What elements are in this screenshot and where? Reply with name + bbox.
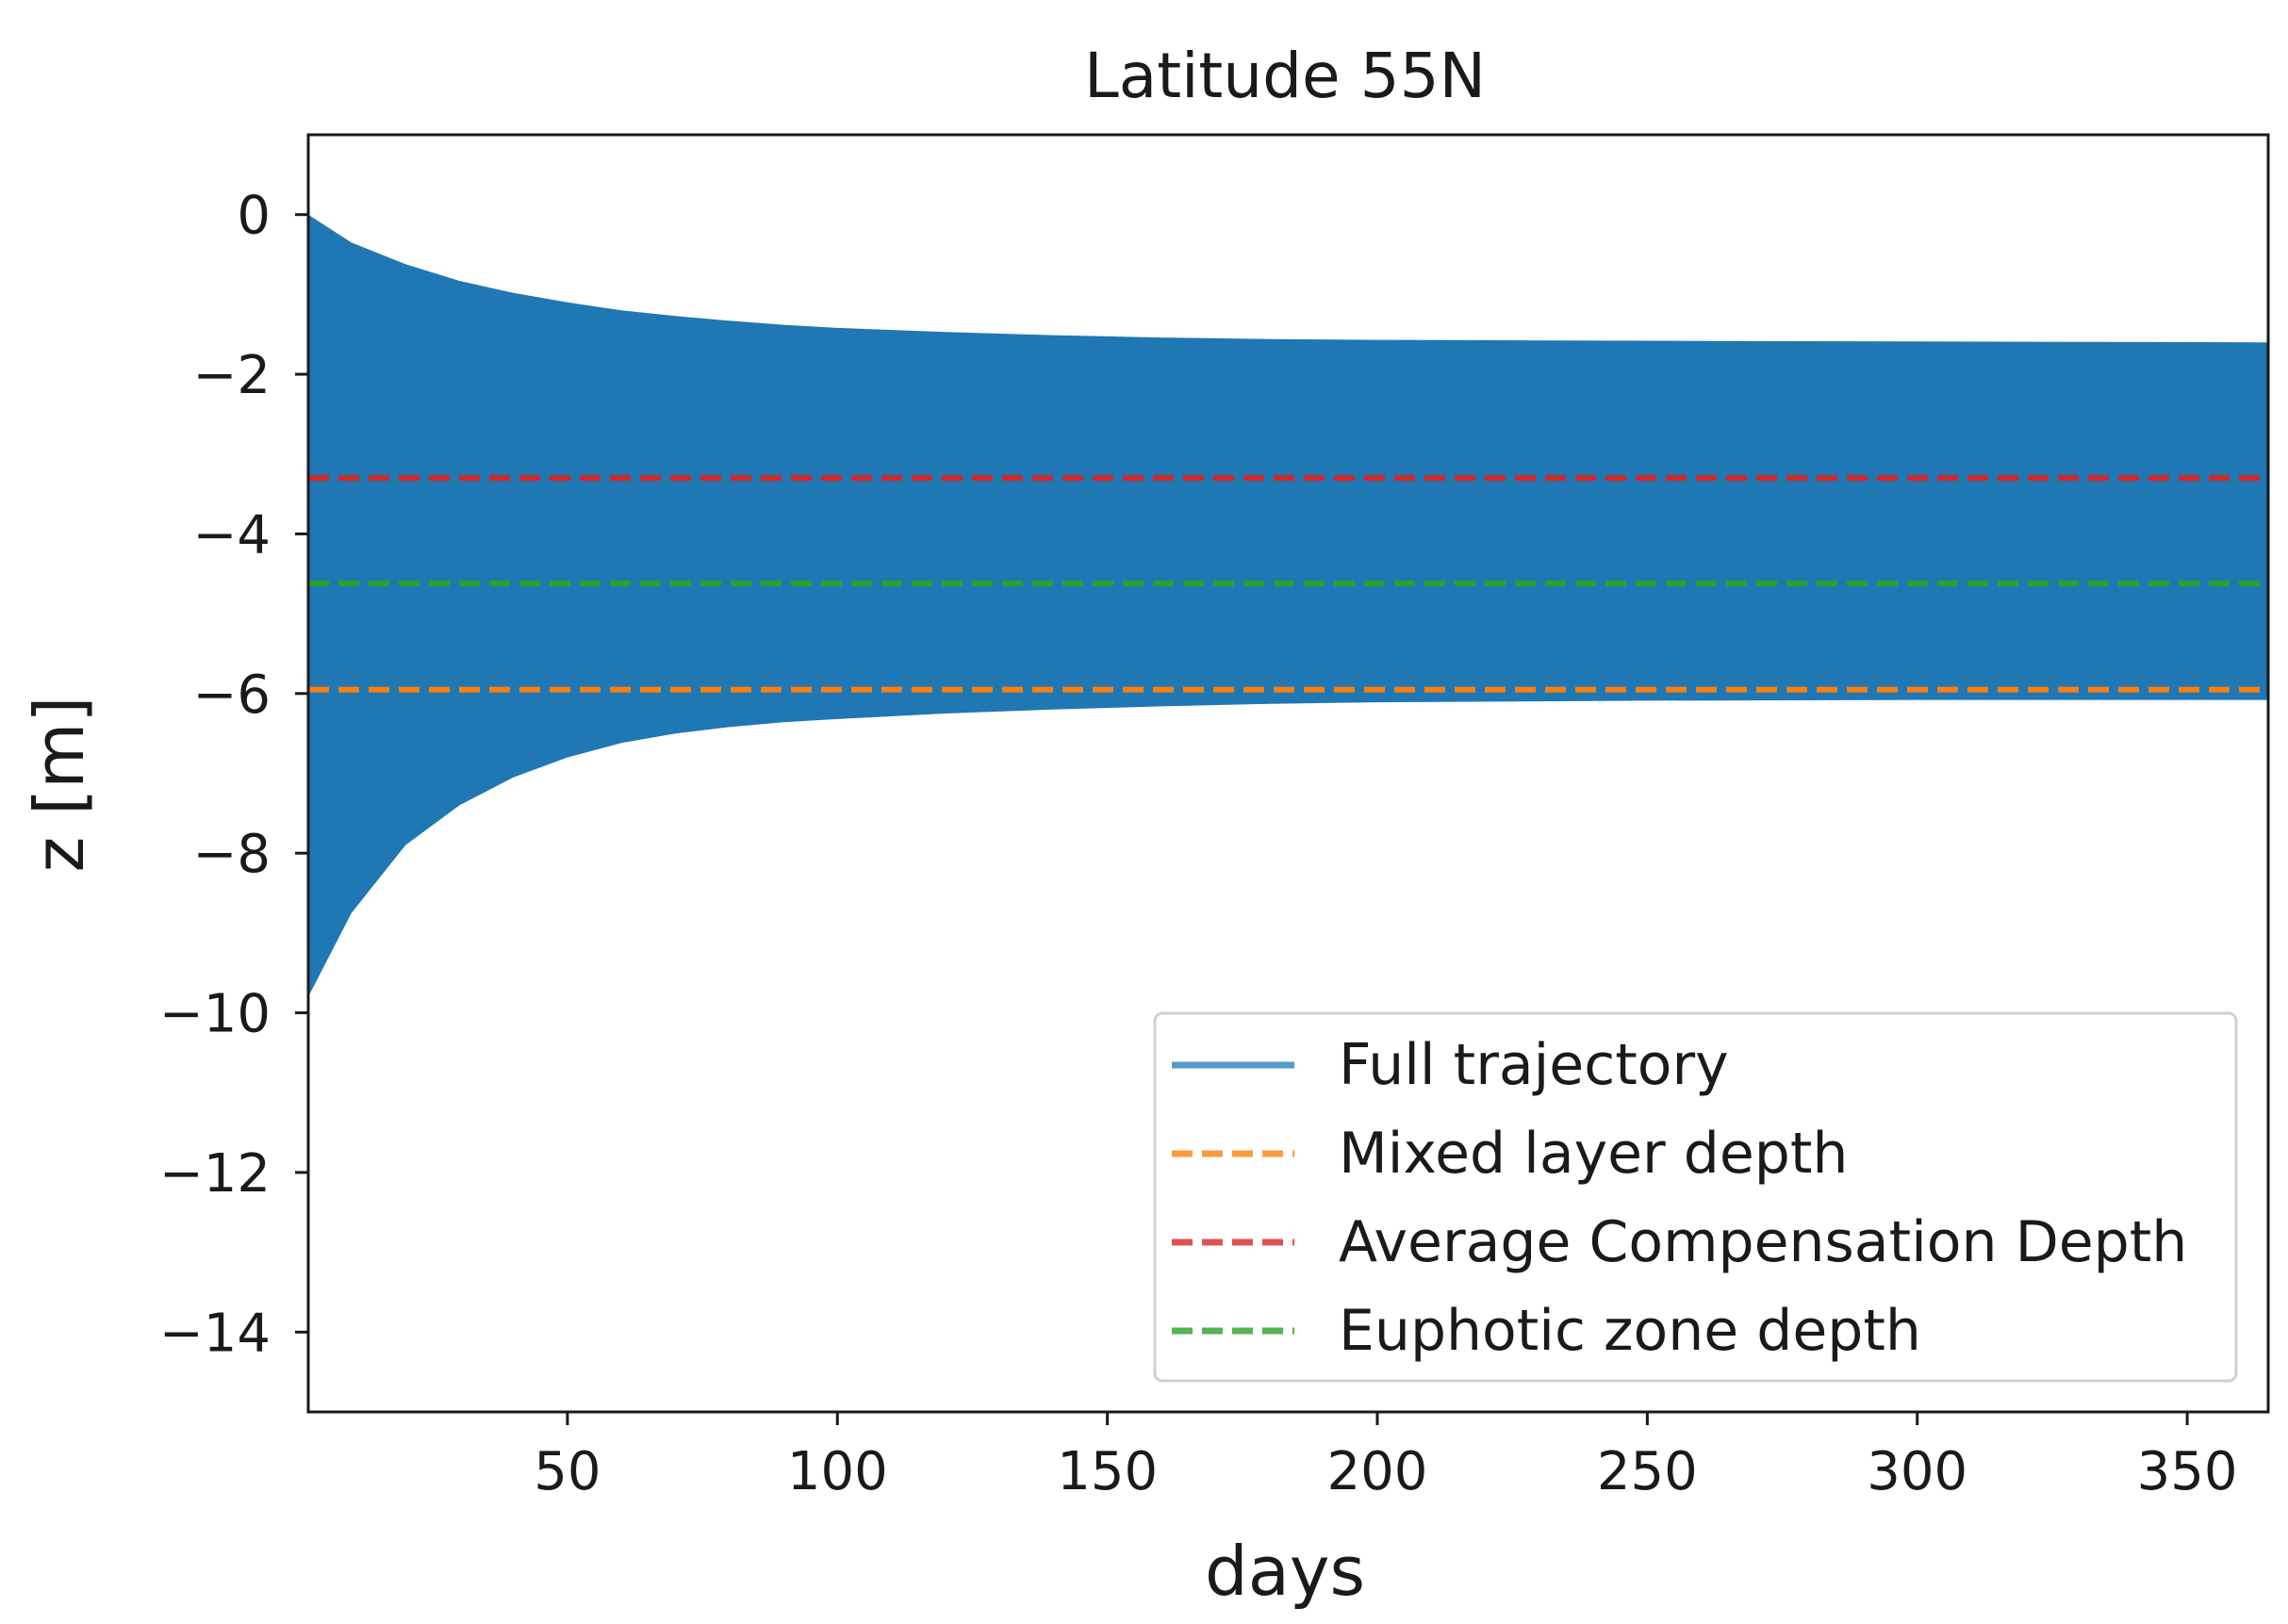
y-tick-label: −8 <box>192 824 271 885</box>
chart-title: Latitude 55N <box>1084 40 1486 112</box>
y-tick-label: −14 <box>159 1303 271 1364</box>
y-tick-label: 0 <box>237 186 271 247</box>
legend-label: Average Compensation Depth <box>1339 1209 2187 1275</box>
legend-label: Mixed layer depth <box>1339 1121 1848 1187</box>
x-tick-label: 100 <box>787 1441 888 1502</box>
x-tick-label: 350 <box>2137 1441 2238 1502</box>
y-axis: 0 −2 −4 −6 −8 −10 −12 −14 <box>159 186 308 1364</box>
x-tick-label: 150 <box>1057 1441 1158 1502</box>
reference-lines <box>308 475 2268 693</box>
x-tick-label: 50 <box>534 1441 601 1502</box>
x-axis-label: days <box>1205 1532 1365 1611</box>
legend-label: Euphotic zone depth <box>1339 1298 1921 1364</box>
x-tick-label: 250 <box>1597 1441 1698 1502</box>
y-tick-label: −4 <box>192 504 271 566</box>
x-tick-label: 300 <box>1867 1441 1967 1502</box>
y-axis-label: z [m] <box>20 697 99 873</box>
plot-area <box>308 214 2268 997</box>
y-tick-label: −2 <box>192 345 271 406</box>
y-tick-label: −10 <box>159 984 271 1045</box>
y-tick-label: −12 <box>159 1143 271 1205</box>
legend: Full trajectory Mixed layer depth Average … <box>1153 1011 2238 1383</box>
x-axis: 50 100 150 200 250 300 350 <box>534 1412 2238 1502</box>
legend-label: Full trajectory <box>1339 1032 1729 1098</box>
x-tick-label: 200 <box>1327 1441 1428 1502</box>
y-tick-label: −6 <box>192 664 271 726</box>
legend-box <box>1153 1011 2238 1383</box>
plot-frame <box>306 133 2270 1414</box>
series-full-trajectory <box>308 214 2268 997</box>
